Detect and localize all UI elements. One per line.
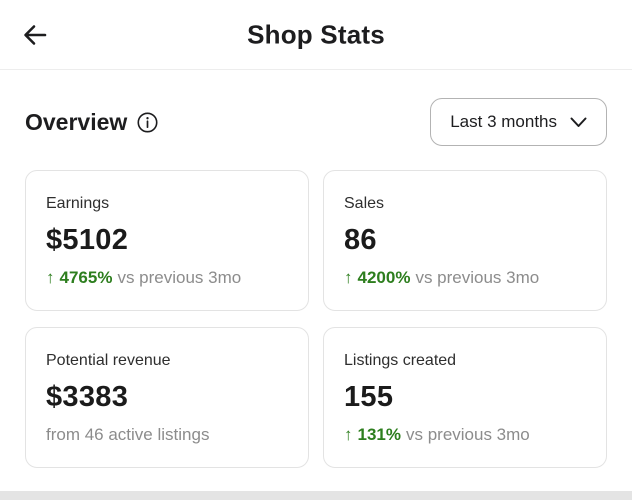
stat-card: Sales 86 ↑ 4200% vs previous 3mo	[323, 170, 607, 311]
change-suffix: vs previous 3mo	[405, 425, 530, 444]
stat-change: ↑ 131% vs previous 3mo	[344, 424, 530, 445]
stat-value: $3383	[46, 381, 129, 413]
header: Shop Stats	[0, 0, 632, 70]
change-percent: 4765%	[59, 268, 113, 287]
stat-footer: from 46 active listings	[46, 424, 288, 445]
stats-grid: Earnings $5102 ↑ 4765% vs previous 3mo S…	[25, 170, 607, 468]
stat-label: Potential revenue	[46, 352, 171, 369]
stat-change: ↑ 4765% vs previous 3mo	[46, 267, 241, 288]
chevron-down-icon	[570, 117, 587, 128]
up-arrow-icon: ↑	[344, 268, 353, 287]
info-circle-icon	[137, 112, 158, 133]
info-button[interactable]	[137, 112, 158, 133]
stat-subtext: from 46 active listings	[46, 425, 210, 444]
stat-card: Earnings $5102 ↑ 4765% vs previous 3mo	[25, 170, 309, 311]
overview-row: Overview Last 3 months	[25, 98, 607, 146]
change-suffix: vs previous 3mo	[117, 268, 242, 287]
time-range-label: Last 3 months	[450, 112, 557, 131]
stat-footer: ↑ 131% vs previous 3mo	[344, 424, 586, 445]
main-content: Overview Last 3 months Earni	[0, 98, 632, 468]
overview-heading-group: Overview	[25, 109, 158, 136]
stat-label: Sales	[344, 195, 385, 212]
stat-label: Earnings	[46, 195, 110, 212]
time-range-dropdown[interactable]: Last 3 months	[430, 98, 607, 146]
up-arrow-icon: ↑	[344, 425, 353, 444]
stat-card: Potential revenue $3383 from 46 active l…	[25, 327, 309, 468]
stat-footer: ↑ 4200% vs previous 3mo	[344, 267, 586, 288]
stat-change: ↑ 4200% vs previous 3mo	[344, 267, 539, 288]
change-percent: 131%	[357, 425, 401, 444]
arrow-left-icon	[21, 21, 49, 49]
change-percent: 4200%	[357, 268, 411, 287]
back-button[interactable]	[14, 14, 56, 56]
stat-value: 86	[344, 224, 377, 256]
stat-value: $5102	[46, 224, 129, 256]
up-arrow-icon: ↑	[46, 268, 55, 287]
page-title: Shop Stats	[247, 19, 385, 49]
bottom-bar	[0, 491, 632, 500]
stat-value: 155	[344, 381, 394, 413]
overview-heading: Overview	[25, 108, 128, 135]
change-suffix: vs previous 3mo	[415, 268, 540, 287]
stat-label: Listings created	[344, 352, 457, 369]
stat-card: Listings created 155 ↑ 131% vs previous …	[323, 327, 607, 468]
stat-footer: ↑ 4765% vs previous 3mo	[46, 267, 288, 288]
